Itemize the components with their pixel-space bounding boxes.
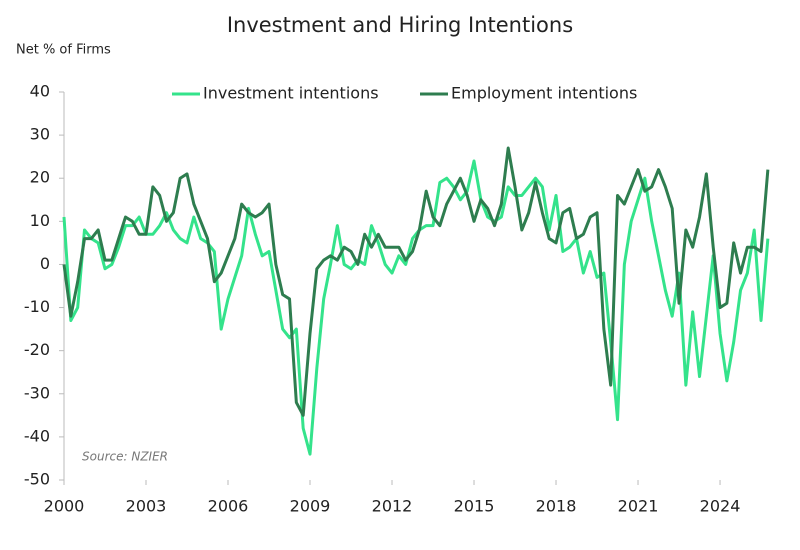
y-tick-label: -20: [24, 340, 50, 359]
series-line: [62, 146, 770, 417]
x-tick-label: 2024: [700, 497, 741, 516]
y-tick-label: 40: [30, 82, 50, 101]
x-tick-label: 2003: [126, 497, 167, 516]
y-tick-label: -40: [24, 426, 50, 445]
y-tick-label: 0: [40, 254, 50, 273]
series-line: [62, 159, 770, 456]
x-tick-label: 2012: [372, 497, 413, 516]
y-tick-label: -30: [24, 383, 50, 402]
x-tick-label: 2015: [454, 497, 495, 516]
x-tick-label: 2021: [618, 497, 659, 516]
legend-label: Investment intentions: [203, 84, 379, 103]
legend-label: Employment intentions: [451, 84, 637, 103]
y-tick-label: 30: [30, 125, 50, 144]
x-tick-label: 2018: [536, 497, 577, 516]
x-tick-label: 2009: [290, 497, 331, 516]
y-axis-label: Net % of Firms: [16, 43, 111, 58]
y-tick-label: -10: [24, 297, 50, 316]
x-tick-label: 2000: [44, 497, 85, 516]
y-tick-label: -50: [24, 470, 50, 489]
y-tick-label: 20: [30, 168, 50, 187]
source-note: Source: NZIER: [82, 450, 168, 464]
y-tick-label: 10: [30, 211, 50, 230]
chart-title: Investment and Hiring Intentions: [227, 13, 573, 37]
x-tick-label: 2006: [208, 497, 249, 516]
